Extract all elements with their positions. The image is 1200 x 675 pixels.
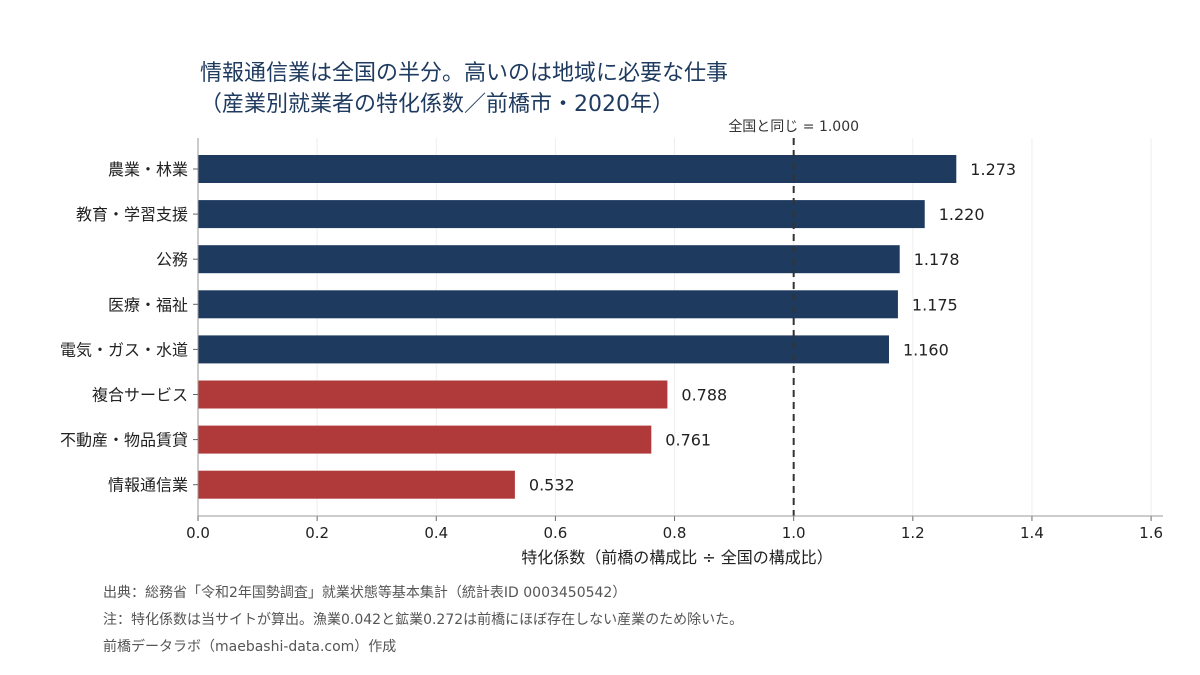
category-label: 公務 <box>156 250 188 269</box>
x-tick-label: 1.2 <box>901 524 925 542</box>
value-label: 1.178 <box>914 250 960 269</box>
chart-title-line2: （産業別就業者の特化係数／前橋市・2020年） <box>200 92 674 117</box>
x-tick-label: 0.2 <box>305 524 329 542</box>
category-label: 情報通信業 <box>108 476 188 495</box>
x-tick-label: 1.0 <box>782 524 806 542</box>
x-tick-label: 1.6 <box>1139 524 1163 542</box>
category-label: 医療・福祉 <box>108 295 188 314</box>
x-tick-label: 0.0 <box>186 524 210 542</box>
category-label: 教育・学習支援 <box>76 205 188 224</box>
source-note: 出典：総務省「令和2年国勢調査」就業状態等基本集計（統計表ID 00034505… <box>103 585 627 601</box>
footnotes: 出典：総務省「令和2年国勢調査」就業状態等基本集計（統計表ID 00034505… <box>103 580 743 661</box>
bar <box>198 380 668 409</box>
x-tick-label: 1.4 <box>1020 524 1044 542</box>
value-label: 1.220 <box>939 205 985 224</box>
category-label: 不動産・物品賃貸 <box>60 431 188 450</box>
value-label: 0.788 <box>681 386 727 405</box>
value-label: 1.160 <box>903 340 949 359</box>
credit-note: 前橋データラボ（maebashi-data.com）作成 <box>103 639 397 655</box>
reference-line-group: 全国と同じ = 1.000 <box>728 118 859 516</box>
x-axis-label: 特化係数（前橋の構成比 ÷ 全国の構成比） <box>521 548 833 567</box>
x-tick-label: 0.8 <box>663 524 687 542</box>
category-label: 農業・林業 <box>108 160 188 179</box>
reference-line-label: 全国と同じ = 1.000 <box>728 118 859 135</box>
chart-title: 情報通信業は全国の半分。高いのは地域に必要な仕事 （産業別就業者の特化係数／前橋… <box>200 58 728 120</box>
bar <box>198 290 898 319</box>
bar <box>198 155 957 183</box>
value-label: 1.175 <box>912 295 958 314</box>
category-label: 複合サービス <box>92 386 188 405</box>
grid-lines <box>316 138 1152 516</box>
value-label: 0.761 <box>665 431 711 450</box>
bar <box>198 470 515 499</box>
value-label: 1.273 <box>970 160 1016 179</box>
bars: 1.273 1.220 1.178 1.175 1.160 0.788 0.761 0.532 <box>198 155 1016 499</box>
value-label: 0.532 <box>529 476 575 495</box>
axes: 0.0 0.2 0.4 0.6 0.8 1.0 1.2 1.4 1.6 農業・林業教育・学習支援公… <box>60 138 1163 542</box>
x-tick-label: 0.6 <box>543 524 567 542</box>
bar <box>198 425 652 454</box>
bar-chart: 1.273 1.220 1.178 1.175 1.160 0.788 0.761 0.532… <box>60 118 1163 567</box>
chart-title-line1: 情報通信業は全国の半分。高いのは地域に必要な仕事 <box>200 61 729 86</box>
x-tick-label: 0.4 <box>424 524 448 542</box>
bar <box>198 335 889 364</box>
bar <box>198 245 900 274</box>
method-note: 注：特化係数は当サイトが算出。漁業0.042と鉱業0.272は前橋にほぼ存在しな… <box>103 612 744 628</box>
bar <box>198 200 925 229</box>
category-label: 電気・ガス・水道 <box>60 340 188 359</box>
